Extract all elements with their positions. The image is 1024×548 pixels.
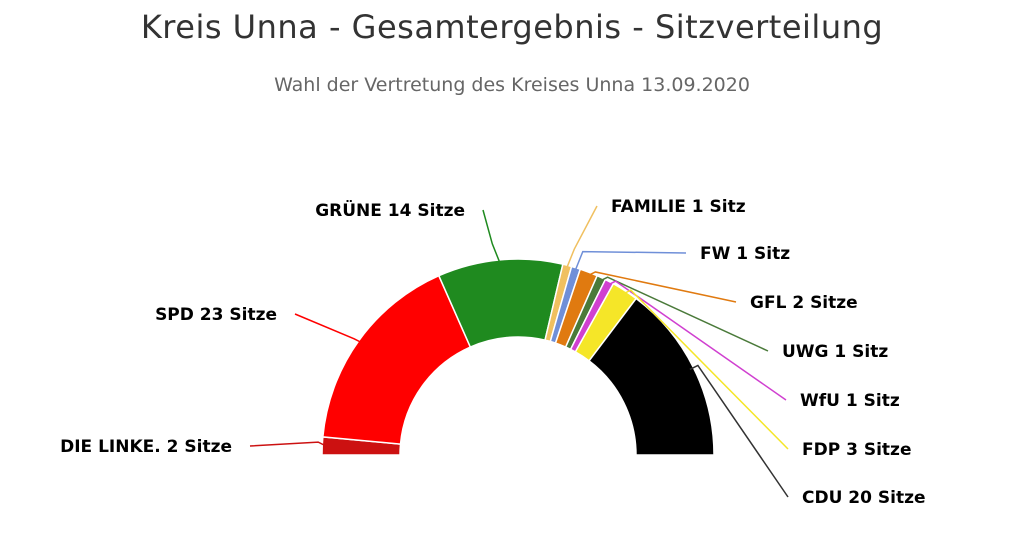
- label-fw: FW 1 Sitz: [700, 244, 790, 264]
- label-grüne: GRÜNE 14 Sitze: [315, 199, 465, 221]
- connector-spd: [294, 313, 363, 344]
- label-spd: SPD 23 Sitze: [155, 305, 277, 325]
- connector-uwg: [599, 276, 769, 352]
- label-cdu: CDU 20 Sitze: [802, 488, 926, 508]
- label-familie: FAMILIE 1 Sitz: [611, 197, 746, 217]
- connector-familie: [565, 205, 598, 270]
- connector-wfu: [607, 280, 787, 401]
- connector-fdp: [622, 289, 789, 450]
- chart-subtitle: Wahl der Vertretung des Kreises Unna 13.…: [274, 74, 750, 96]
- chart-title: Kreis Unna - Gesamtergebnis - Sitzvertei…: [140, 8, 884, 46]
- label-gfl: GFL 2 Sitze: [750, 293, 858, 313]
- label-fdp: FDP 3 Sitze: [802, 440, 911, 460]
- slice-spd[interactable]: [322, 274, 472, 445]
- connector-fw: [574, 250, 687, 272]
- label-uwg: UWG 1 Sitz: [782, 342, 888, 362]
- label-wfu: WfU 1 Sitz: [800, 391, 900, 411]
- connector-grüne: [482, 209, 501, 265]
- label-die-linke: DIE LINKE. 2 Sitze: [60, 437, 232, 457]
- slice-cdu[interactable]: [588, 297, 715, 456]
- connector-die-linke: [249, 441, 327, 447]
- connector-cdu: [689, 364, 789, 498]
- connector-gfl: [587, 271, 737, 303]
